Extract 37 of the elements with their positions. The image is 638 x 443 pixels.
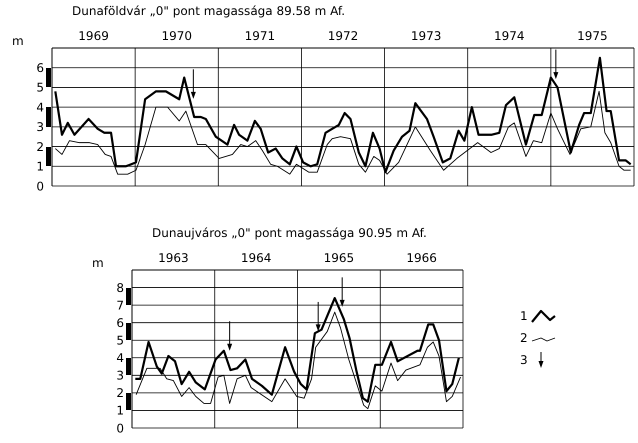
x-tick-label: 1965 [324,251,354,265]
y-axis-title: m [12,34,24,48]
y-tick-label: 7 [116,298,124,312]
y-tick-label: 6 [36,60,44,75]
chart-title: Dunaföldvár „0" pont magassága 89.58 m Af. [71,3,346,20]
y-axis-title: m [92,256,104,270]
x-tick-label: 1973 [410,29,442,43]
y-tick-label: 0 [116,421,124,436]
y-tick-label: 3 [116,368,124,383]
y-tick-label: 5 [116,333,124,348]
point [340,300,345,307]
legend-label: 2 [520,331,528,345]
y-tick-label: 3 [36,120,44,134]
y-tick-label: 4 [36,100,44,114]
x-tick-label: 1974 [494,29,525,43]
point [227,344,232,351]
chart-title: Dunaujváros „0" pont magassága 90.95 m Af. [151,225,428,242]
x-tick-label: 1975 [577,29,608,43]
y-tick-label: 6 [116,316,124,330]
legend-label: 3 [520,353,528,367]
x-tick-label: 1963 [158,251,189,265]
x-tick-label: 1972 [328,29,358,43]
y-tick-label: 8 [116,280,124,295]
legend-label: 1 [520,309,528,323]
point [316,324,321,332]
y-tick-label: 0 [36,179,44,194]
y-tick-label: 4 [116,351,124,366]
x-tick-label: 1966 [406,251,437,265]
y-tick-label: 2 [36,140,44,154]
x-tick-label: 1964 [240,251,272,265]
y-tick-label: 2 [116,386,124,400]
y-tick-label: 5 [36,80,44,95]
x-tick-label: 1971 [244,29,276,43]
x-tick-label: 1969 [78,29,109,43]
y-tick-label: 1 [116,404,124,418]
y-tick-label: 1 [36,160,44,174]
x-tick-label: 1970 [161,29,192,43]
